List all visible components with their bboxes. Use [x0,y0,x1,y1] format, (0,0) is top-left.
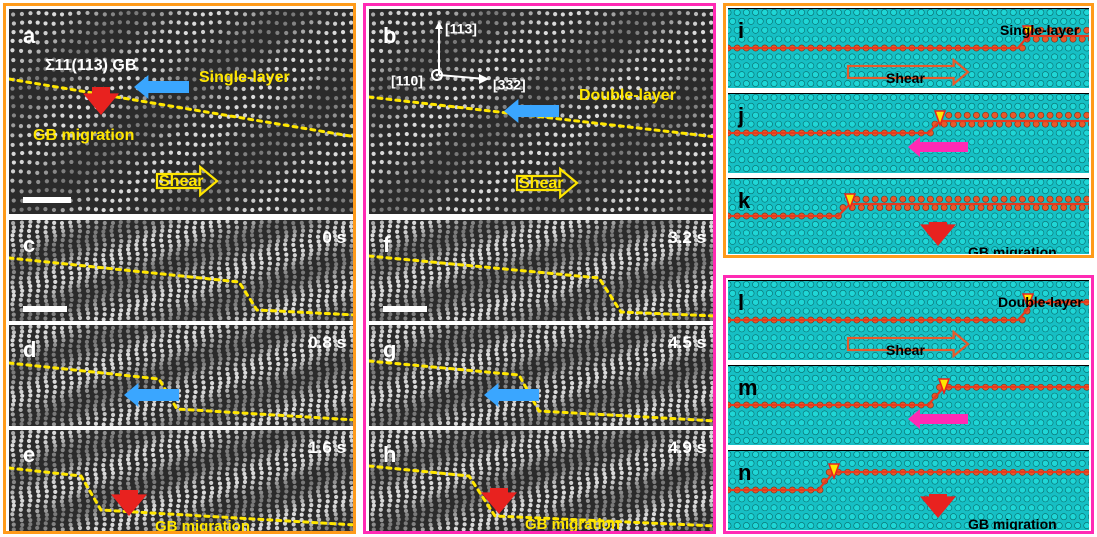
annot-text-l-1: Shear [886,342,925,358]
timestamp-c: 0 s [322,228,346,248]
timestamp-d: 0.8 s [308,333,346,353]
svg-text:[33̅2]: [33̅2] [493,76,526,92]
panel-label-k: k [738,190,750,212]
annot-text-k-0: GB migration [968,244,1057,254]
panel-label-m: m [738,377,758,399]
timestamp-f: 3.2 s [668,228,706,248]
svg-text:[113]: [113] [445,20,477,36]
timestamp-h: 4.9 s [668,438,706,458]
annot-text-i-1: Shear [886,70,925,86]
panel-d: d 0.8 s [9,325,356,426]
annot-text-h-1: GB migration [525,516,620,531]
panel-label-n: n [738,462,751,484]
panel-c: c 0 s [9,220,356,321]
inset-a [267,141,353,211]
panel-i: i Single-layer Shear [728,8,1089,88]
timestamp-e: 1.6 s [308,438,346,458]
annot-text-a-1: Single-layer [199,69,290,87]
annot-text-e-1: GB migration [155,518,250,531]
panel-label-c: c [23,234,35,256]
panel-k: k GB migration [728,178,1089,254]
panel-f: f 3.2 s [369,220,716,321]
panel-j: j [728,93,1089,173]
annot-text-i-0: Single-layer [1000,22,1079,38]
figure-root: a Σ11(113) GB Single-layer GB migration Shea… [0,0,1097,537]
panel-l: l Double-layer Shear [728,280,1089,360]
panel-label-g: g [383,339,396,361]
panel-label-b: b [383,25,396,47]
panel-label-i: i [738,20,744,42]
scalebar-a [23,197,71,203]
timestamp-g: 4.5 s [668,333,706,353]
panel-m: m [728,365,1089,445]
annot-text-a-2: GB migration [33,127,134,145]
panel-label-l: l [738,292,744,314]
panel-label-a: a [23,25,35,47]
annot-text-b-1: Shear [519,175,563,193]
panel-label-d: d [23,339,36,361]
panel-g: g 4.5 s [369,325,716,426]
panel-label-f: f [383,234,390,256]
annot-text-a-3: Shear [159,173,203,191]
panel-h: h 4.9 s GB migration [369,430,716,531]
scalebar-f [383,306,427,312]
panel-n: n GB migration [728,450,1089,530]
panel-label-h: h [383,444,396,466]
annot-text-l-0: Double-layer [998,294,1083,310]
panel-label-e: e [23,444,35,466]
inset-b [627,141,713,211]
panel-a: a Σ11(113) GB Single-layer GB migration Shea… [9,9,356,214]
annot-text-a-0: Σ11(113) GB [45,57,136,75]
annot-text-n-0: GB migration [968,516,1057,530]
scalebar-c [23,306,67,312]
panel-e: e 1.6 s GB migration [9,430,356,531]
svg-text:[110]: [110] [391,72,423,88]
panel-label-j: j [738,105,744,127]
annot-text-b-0: Double-layer [579,87,676,105]
panel-b: [113] [33̅2] [110] b Double-layer Shear [369,9,716,214]
